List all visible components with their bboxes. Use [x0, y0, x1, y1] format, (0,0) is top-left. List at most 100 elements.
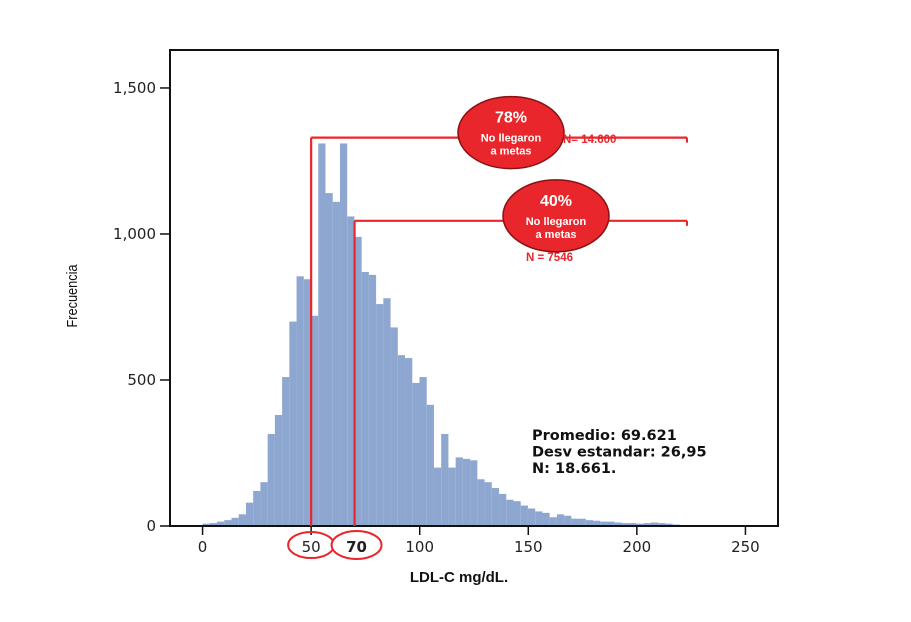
histogram-bar	[665, 523, 673, 526]
histogram-bar	[224, 520, 232, 526]
histogram-bar	[477, 479, 485, 526]
threshold-n-label: N= 14.600	[563, 134, 616, 146]
threshold-bubble	[457, 95, 565, 170]
histogram-bar	[650, 522, 659, 526]
bubble-percent: 40%	[540, 193, 572, 210]
histogram-bar	[347, 216, 355, 526]
x-tick-label: 250	[731, 538, 760, 556]
x-axis: 0 50 100 150 200 250	[198, 526, 760, 556]
histogram-bar	[556, 514, 565, 526]
highlight-tick-label: 70	[346, 538, 367, 556]
y-tick-label: 1,000	[113, 225, 156, 243]
histogram-bar	[383, 298, 391, 526]
histogram-bar	[311, 315, 319, 526]
histogram-bar	[600, 521, 608, 526]
histogram-bar	[390, 327, 398, 526]
histogram-bar	[397, 355, 406, 526]
histogram-bar	[426, 404, 434, 526]
histogram-bar	[658, 523, 666, 526]
histogram-bars	[202, 143, 695, 526]
histogram-bar	[289, 321, 297, 526]
histogram-bar	[571, 518, 579, 526]
y-axis-title: Frecuencia	[63, 264, 80, 327]
histogram-bar	[368, 274, 377, 526]
histogram-bar	[412, 382, 420, 526]
histogram-bar	[318, 143, 326, 526]
histogram-bar	[405, 358, 413, 526]
x-tick-label: 200	[623, 538, 652, 556]
histogram-bar	[564, 515, 572, 526]
y-tick-label: 500	[127, 371, 156, 389]
histogram-bar	[332, 201, 340, 526]
stats-line: Desv estandar: 26,95	[532, 445, 707, 461]
stats-line: N: 18.661.	[532, 461, 616, 477]
threshold-n-label: N = 7546	[526, 252, 573, 264]
histogram-bar	[282, 377, 290, 526]
histogram-bar	[448, 467, 456, 526]
histogram-bar	[354, 236, 362, 526]
histogram-bar	[253, 490, 261, 526]
bubble-line1: No llegaron	[526, 216, 587, 228]
histogram-bar	[433, 467, 442, 526]
histogram-bar	[621, 523, 630, 526]
histogram-bar	[339, 143, 348, 526]
x-axis-title: LDL-C mg/dL.	[410, 569, 508, 586]
histogram-bar	[499, 493, 507, 526]
stats-line: Promedio: 69.621	[532, 428, 677, 444]
highlight-oval-70	[330, 530, 383, 560]
highlight-bg	[332, 534, 377, 556]
histogram-bar	[643, 523, 651, 526]
threshold-bubble	[502, 179, 610, 253]
histogram-bar	[325, 193, 333, 526]
histogram-bar	[245, 502, 254, 526]
histogram-bar	[202, 523, 210, 526]
x-tick-label: 0	[198, 538, 208, 556]
bubble-line2: a metas	[491, 146, 532, 158]
histogram-bar	[296, 276, 304, 526]
histogram-bar	[376, 304, 384, 526]
y-axis: 0 500 1,000 1,500	[113, 79, 170, 535]
histogram-bar	[549, 517, 557, 526]
histogram-bar	[607, 521, 615, 526]
histogram-bar	[491, 488, 500, 526]
bubble-line2: a metas	[536, 229, 577, 241]
histogram-bar	[303, 279, 312, 526]
histogram-bar	[470, 460, 478, 526]
histogram-bar	[361, 271, 369, 526]
histogram-bar	[231, 517, 239, 526]
histogram-bar	[217, 521, 225, 526]
histogram-bar	[238, 514, 246, 526]
y-tick-label: 0	[146, 517, 156, 535]
x-tick-label: 100	[405, 538, 434, 556]
histogram-bar	[274, 415, 283, 526]
histogram-bar	[629, 523, 637, 526]
histogram-bar	[636, 523, 644, 526]
histogram-bar	[209, 523, 218, 526]
histogram-bar	[527, 508, 536, 526]
histogram-bar	[455, 457, 463, 526]
plot-frame	[169, 49, 779, 527]
x-tick-label: 50	[302, 538, 321, 556]
histogram-bar	[520, 505, 528, 526]
histogram-bar	[462, 458, 471, 526]
histogram-bar	[614, 522, 622, 526]
histogram-bar	[535, 511, 543, 526]
histogram-bar	[513, 501, 521, 526]
histogram-bar	[542, 512, 550, 526]
histogram-bar	[593, 520, 601, 526]
highlighted-ticks: 70	[287, 530, 383, 560]
histogram-bar	[585, 520, 594, 526]
histogram-bar	[484, 482, 492, 526]
histogram-bar	[260, 482, 268, 526]
histogram-bar	[506, 499, 514, 526]
histogram-bar	[578, 518, 586, 526]
histogram-bar	[419, 377, 427, 526]
x-tick-label: 150	[514, 538, 543, 556]
bubble-line1: No llegaron	[481, 133, 542, 145]
y-tick-label: 1,500	[113, 79, 156, 97]
